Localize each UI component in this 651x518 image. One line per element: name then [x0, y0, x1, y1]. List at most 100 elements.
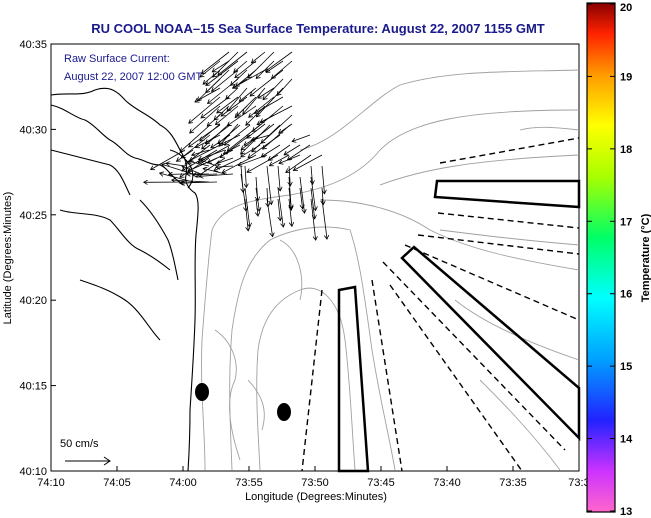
- current-vector: [199, 173, 234, 176]
- current-vector: [180, 182, 218, 183]
- current-vector: [247, 123, 266, 138]
- current-vector: [321, 165, 325, 194]
- current-vector: [180, 124, 211, 152]
- current-vector: [284, 144, 301, 155]
- current-vector: [310, 198, 316, 240]
- current-vector: [278, 198, 280, 221]
- current-vector: [202, 51, 230, 74]
- current-vector: [251, 51, 266, 63]
- current-vector: [288, 198, 292, 226]
- y-tick-label: 40:15: [19, 381, 47, 393]
- current-vector: [227, 105, 257, 126]
- current-vector: [216, 166, 234, 167]
- y-tick-label: 40:10: [19, 466, 47, 478]
- current-vector: [227, 87, 248, 111]
- current-vector: [196, 134, 221, 148]
- map-frame: [50, 43, 580, 472]
- current-vector: [207, 114, 221, 126]
- current-vector: [286, 154, 312, 173]
- current-vector: [211, 134, 231, 148]
- current-vector: [243, 87, 266, 114]
- current-vectors: [144, 51, 327, 240]
- scale-arrow: [65, 456, 111, 466]
- current-vector: [195, 87, 221, 102]
- current-vector: [189, 124, 221, 147]
- current-vector: [151, 149, 186, 170]
- map-content: [50, 51, 581, 473]
- current-vector: [299, 187, 303, 209]
- y-tick-label: 40:20: [19, 295, 47, 307]
- current-vector: [188, 161, 210, 167]
- current-vector: [268, 144, 291, 160]
- x-tick-label: 74:00: [169, 477, 197, 489]
- current-vector: [217, 96, 239, 113]
- colorbar-tick-label: 14: [620, 434, 633, 446]
- y-tick-label: 40:35: [19, 39, 47, 51]
- current-vector: [266, 51, 293, 71]
- current-vector: [234, 60, 248, 72]
- current-vector: [241, 144, 261, 157]
- current-vector: [293, 154, 323, 171]
- current-vector: [322, 187, 323, 205]
- current-vector: [266, 198, 273, 237]
- current-vector: [212, 60, 230, 72]
- current-vector: [310, 187, 315, 219]
- current-vector: [250, 69, 284, 96]
- mooring-marker: [195, 383, 209, 401]
- x-tick-label: 74:05: [103, 477, 131, 489]
- x-axis-label: Longitude (Degrees:Minutes): [245, 491, 387, 503]
- current-vector: [201, 160, 218, 167]
- current-vector: [287, 144, 311, 160]
- current-vector: [177, 149, 194, 161]
- colorbar-tick-label: 17: [620, 216, 632, 228]
- map-title: RU COOL NOAA–15 Sea Surface Temperature:…: [91, 21, 545, 36]
- current-vector: [244, 187, 250, 227]
- current-vector: [263, 124, 291, 149]
- y-axis-label: Latitude (Degrees:Minutes): [2, 192, 14, 325]
- current-vector: [272, 60, 293, 79]
- y-tick-label: 40:30: [19, 124, 47, 136]
- current-vector: [203, 69, 221, 84]
- current-vector: [310, 176, 316, 211]
- current-vector: [321, 198, 327, 239]
- current-vector: [206, 60, 239, 86]
- current-vector: [227, 124, 261, 151]
- x-tick-label: 73:35: [499, 477, 527, 489]
- colorbar-label: Temperature (°C): [640, 213, 651, 302]
- current-vector: [277, 78, 293, 95]
- current-vector: [256, 87, 284, 117]
- current-vector: [311, 165, 313, 184]
- colorbar: [586, 2, 616, 513]
- current-vector: [257, 114, 275, 125]
- current-vector: [256, 60, 275, 79]
- x-tick-label: 73:50: [301, 477, 329, 489]
- current-vector: [263, 78, 284, 100]
- current-vector: [251, 134, 271, 140]
- colorbar-tick-label: 15: [620, 361, 632, 373]
- colorbar-tick-label: 19: [620, 71, 632, 83]
- bathymetry-contours: [201, 69, 580, 471]
- current-vector: [261, 144, 281, 157]
- current-vector: [289, 165, 290, 186]
- colorbar-ticks: 20 19 18 17 16 15 14 13: [587, 2, 633, 518]
- colorbar-tick-label: 20: [620, 2, 632, 14]
- current-vector: [249, 96, 275, 117]
- x-tick-label: 73:55: [235, 477, 263, 489]
- current-vector: [216, 157, 234, 164]
- current-vector: [255, 187, 259, 211]
- current-vector: [189, 96, 221, 123]
- colorbar-tick-label: 13: [620, 506, 632, 518]
- scale-label: 50 cm/s: [60, 438, 99, 450]
- x-axis-ticks: 74:10 74:05 74:00 73:55 73:50 73:45 73:40 73:35…: [37, 466, 590, 489]
- current-vector: [192, 149, 210, 155]
- current-vector: [201, 96, 230, 118]
- current-vector: [208, 78, 239, 104]
- current-vector: [200, 123, 221, 141]
- current-vector: [233, 78, 248, 88]
- colorbar-tick-label: 18: [620, 144, 632, 156]
- x-tick-label: 74:10: [37, 477, 65, 489]
- current-vector: [255, 96, 284, 113]
- current-vector: [258, 87, 275, 98]
- current-vector: [247, 154, 279, 172]
